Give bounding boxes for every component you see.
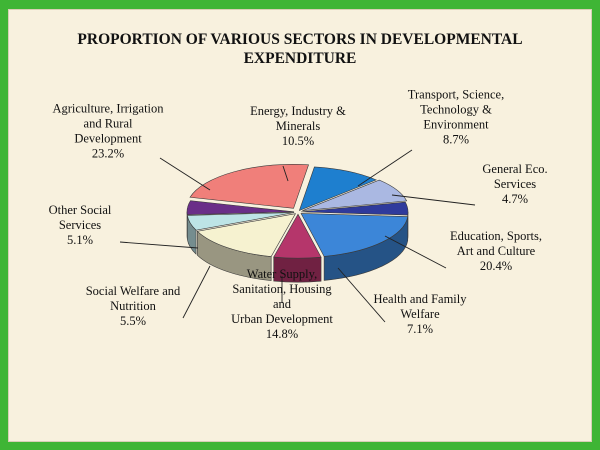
slice-value-label: 14.8%	[266, 327, 298, 341]
slice-value-label: 10.5%	[282, 134, 314, 148]
slice-value-label: 7.1%	[407, 322, 433, 336]
slice-label: Other Social Services 5.1%	[49, 203, 112, 247]
pie-slice	[186, 200, 295, 216]
leader-line	[182, 265, 211, 319]
leader-line	[119, 241, 199, 249]
slice-label: General Eco. Services 4.7%	[482, 162, 547, 206]
pie-slice	[298, 166, 377, 212]
leader-line	[337, 267, 386, 323]
pie-slice	[300, 213, 409, 257]
pie-slice	[196, 213, 297, 257]
slice-label: Agriculture, Irrigation and Rural Developm…	[52, 102, 164, 161]
slice-value-label: 5.1%	[67, 233, 93, 247]
slice-label: Social Welfare and Nutrition 5.5%	[86, 284, 181, 328]
leader-line	[384, 235, 447, 269]
slice-label: Water Supply, Sanitation, Housing and Urban…	[231, 267, 333, 341]
slice-value-label: 23.2%	[92, 147, 124, 161]
pie-slice	[302, 179, 408, 211]
slice-value-label: 8.7%	[443, 133, 469, 147]
leader-line	[159, 157, 211, 191]
slice-value-label: 20.4%	[480, 259, 512, 273]
slice-label: Transport, Science, Technology & Environme…	[408, 88, 504, 147]
slice-value-label: 4.7%	[502, 192, 528, 206]
slice-label: Education, Sports, Art and Culture 20.4%	[450, 229, 542, 273]
leader-line	[282, 165, 289, 182]
chart-title: PROPORTION OF VARIOUS SECTORS IN DEVELOP…	[77, 31, 523, 67]
pie-slice	[273, 213, 322, 259]
slice-label: Energy, Industry & Minerals 10.5%	[250, 104, 346, 148]
leader-line	[391, 194, 476, 206]
pie-slice	[189, 164, 309, 209]
slice-label: Health and Family Welfare 7.1%	[373, 292, 467, 336]
leader-line	[357, 149, 413, 187]
pie-slice	[186, 212, 295, 231]
slice-value-label: 5.5%	[120, 314, 146, 328]
pie-slice	[300, 201, 409, 216]
